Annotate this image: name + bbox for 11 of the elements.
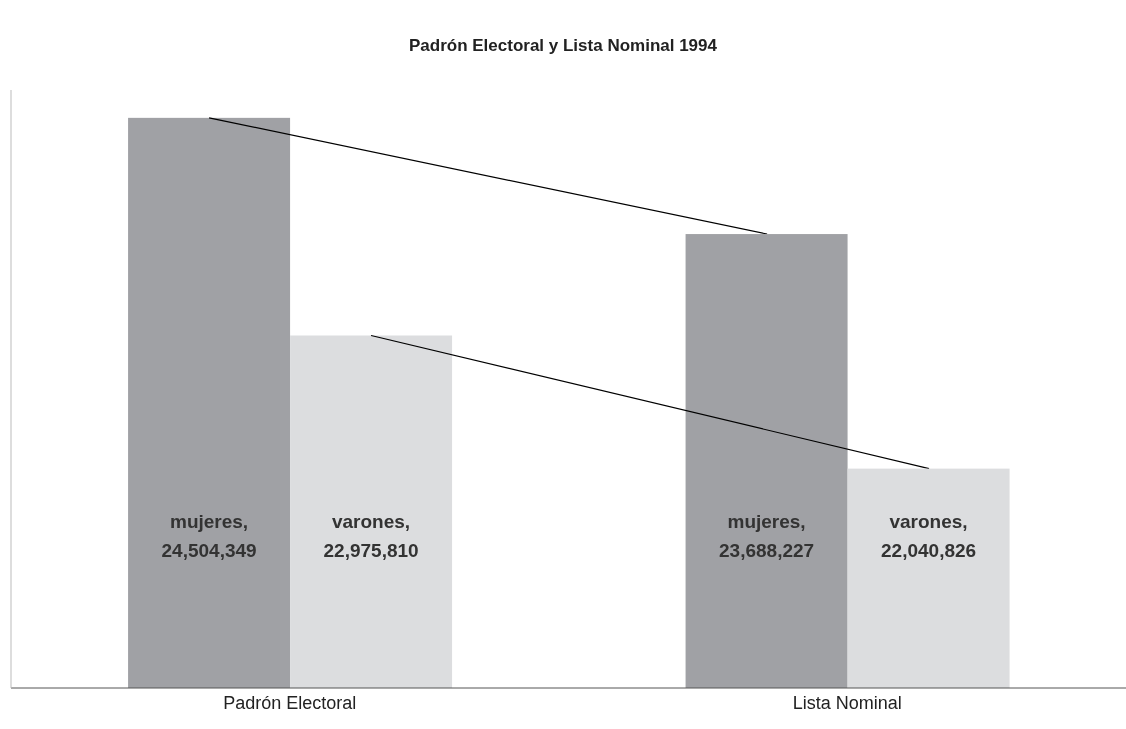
series-label: varones, bbox=[889, 511, 968, 532]
text: mujeres, bbox=[170, 511, 249, 532]
chart-title: Padrón Electoral y Lista Nominal 1994 bbox=[408, 36, 718, 56]
data-label: 22,040,826 bbox=[881, 540, 977, 561]
text: varones, bbox=[332, 511, 411, 532]
data-label: 23,688,227 bbox=[719, 540, 815, 561]
data-label: 22,975,810 bbox=[323, 540, 419, 561]
data-label: 24,504,349 bbox=[161, 540, 257, 561]
x-tick-label: Lista Nominal bbox=[792, 692, 902, 713]
x-tick-label: Padrón Electoral bbox=[223, 692, 357, 713]
series-label: mujeres, bbox=[727, 511, 806, 532]
